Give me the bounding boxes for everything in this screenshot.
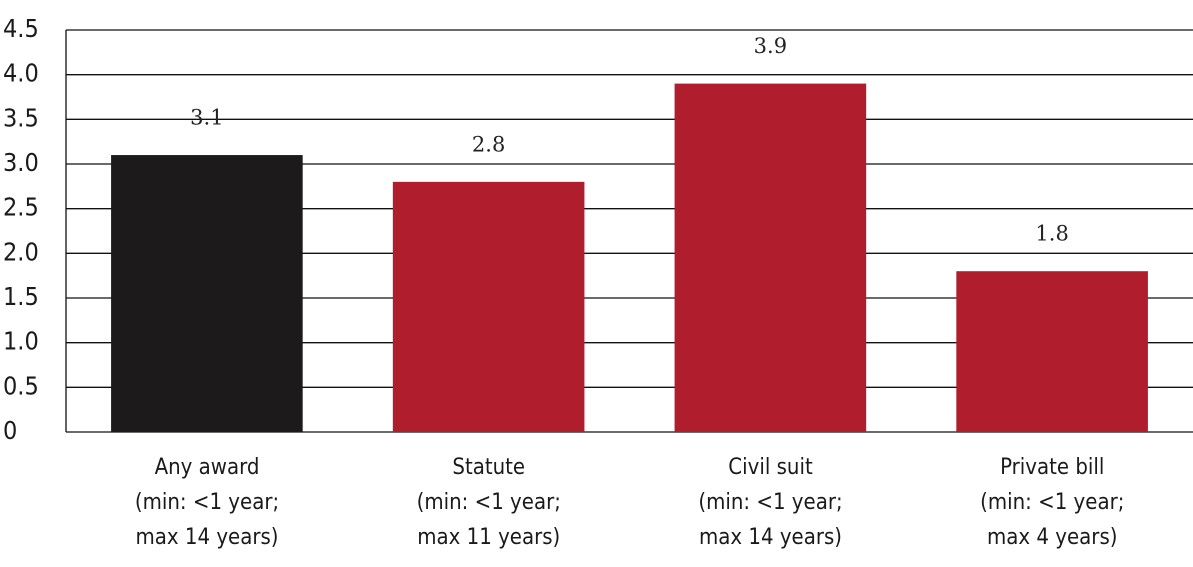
- y-tick-label: 3.0: [3, 148, 39, 177]
- y-tick-label: 2.0: [3, 237, 39, 266]
- value-label: 3.9: [754, 34, 787, 58]
- y-tick-label: 1.0: [3, 327, 39, 356]
- y-tick-label: 1.5: [3, 282, 39, 311]
- value-label: 3.1: [190, 106, 223, 130]
- x-tick-label: Private bill (min: <1 year; max 4 years): [980, 455, 1125, 550]
- y-tick-label: 4.0: [3, 59, 39, 88]
- y-tick-label: 2.5: [3, 193, 39, 222]
- y-tick-label: 4.5: [3, 14, 39, 43]
- y-tick-label: 0.5: [3, 371, 39, 400]
- bar: [956, 271, 1148, 432]
- x-tick-label: Any award (min: <1 year; max 14 years): [134, 455, 280, 550]
- y-tick-label: 3.5: [3, 103, 39, 132]
- value-label: 1.8: [1035, 222, 1068, 246]
- bar: [392, 181, 585, 432]
- y-tick-label: 0: [3, 416, 17, 445]
- bar: [111, 155, 303, 433]
- x-tick-label: Civil suit (min: <1 year; max 14 years): [698, 455, 843, 550]
- x-tick-label: Statute (min: <1 year; max 11 years): [416, 455, 561, 550]
- value-label: 2.8: [472, 132, 505, 156]
- bar: [674, 83, 867, 432]
